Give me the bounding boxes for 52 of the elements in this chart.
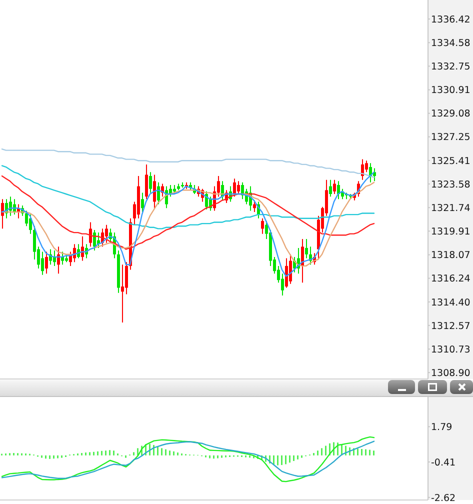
candlestick bbox=[329, 179, 332, 198]
y-tick-label: 1318.07 bbox=[431, 250, 470, 262]
candlestick bbox=[337, 180, 340, 200]
candlestick bbox=[157, 182, 160, 205]
candlestick bbox=[89, 222, 92, 248]
candlestick bbox=[237, 180, 240, 194]
y-tick-label: 1325.41 bbox=[431, 156, 470, 167]
y-tick-label: 1327.25 bbox=[431, 132, 470, 144]
candlestick bbox=[141, 192, 144, 212]
candlestick bbox=[33, 226, 36, 260]
candlestick bbox=[153, 174, 156, 209]
candlestick bbox=[289, 254, 292, 284]
candlestick bbox=[45, 251, 48, 274]
candlestick bbox=[281, 273, 284, 296]
candlestick bbox=[105, 224, 108, 244]
candlestick bbox=[333, 179, 336, 194]
candlestick bbox=[261, 218, 264, 234]
y-tick-label: 1314.40 bbox=[431, 297, 470, 308]
candlestick bbox=[233, 178, 236, 198]
y-tick-label: 1332.75 bbox=[431, 62, 470, 73]
y-tick-label: 1312.57 bbox=[431, 320, 470, 332]
candlestick bbox=[29, 214, 32, 234]
candlestick bbox=[305, 238, 308, 259]
y-tick-label: 1323.58 bbox=[431, 179, 470, 190]
y-tick-label: 1.79 bbox=[431, 422, 452, 434]
y-tick-label: 1330.91 bbox=[431, 85, 470, 96]
candlestick bbox=[205, 190, 208, 210]
y-tick-label: -2.62 bbox=[431, 492, 456, 504]
candlestick bbox=[241, 182, 244, 200]
candlestick bbox=[41, 251, 44, 276]
y-tick-label: 1308.90 bbox=[431, 368, 470, 379]
candlestick bbox=[285, 258, 288, 288]
candlestick bbox=[1, 198, 4, 230]
candlestick bbox=[61, 251, 64, 266]
candlestick bbox=[365, 160, 368, 173]
candlestick bbox=[373, 168, 376, 182]
y-tick-label: 1336.42 bbox=[431, 14, 470, 26]
line-series bbox=[1, 165, 375, 230]
candlestick bbox=[301, 238, 304, 284]
y-tick-label: 1310.73 bbox=[431, 344, 470, 356]
candlestick bbox=[25, 210, 28, 227]
line-series bbox=[1, 148, 375, 178]
candlestick bbox=[145, 164, 148, 200]
y-tick-label: 1316.24 bbox=[431, 274, 470, 285]
y-tick-label: -0.41 bbox=[431, 457, 456, 468]
candlestick bbox=[149, 172, 152, 194]
y-tick-label: 1334.58 bbox=[431, 38, 470, 50]
y-tick-label: 1329.08 bbox=[431, 108, 470, 120]
candlestick bbox=[125, 262, 128, 295]
candlestick bbox=[121, 264, 124, 323]
y-tick-label: 1321.74 bbox=[431, 202, 470, 214]
y-tick-label: 1319.91 bbox=[431, 226, 470, 238]
